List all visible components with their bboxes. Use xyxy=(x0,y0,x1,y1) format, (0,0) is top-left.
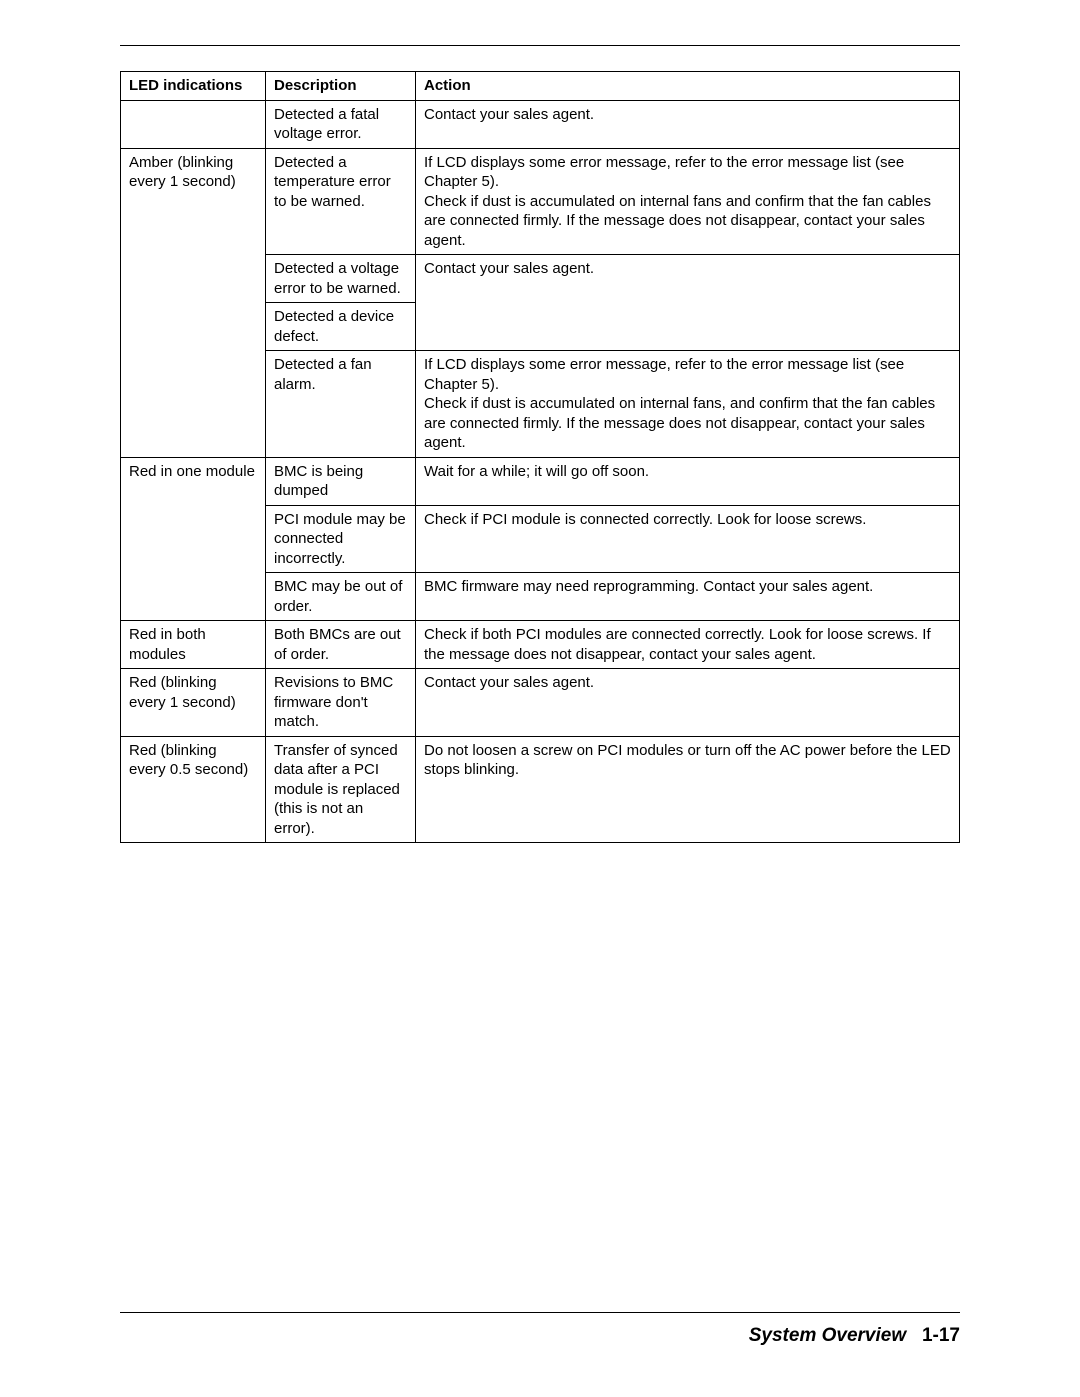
cell-led: Red (blinking every 0.5 second) xyxy=(121,736,266,843)
cell-action: Check if PCI module is connected correct… xyxy=(416,505,960,573)
cell-desc: Detected a fan alarm. xyxy=(266,351,416,458)
cell-action: If LCD displays some error message, refe… xyxy=(416,351,960,458)
table-header-row: LED indications Description Action xyxy=(121,72,960,101)
cell-led: Red in both modules xyxy=(121,621,266,669)
table-row: Red in one module BMC is being dumped Wa… xyxy=(121,457,960,505)
table-body: Detected a fatal voltage error. Contact … xyxy=(121,100,960,843)
table-row: Amber (blinking every 1 second) Detected… xyxy=(121,148,960,255)
cell-desc: Transfer of synced data after a PCI modu… xyxy=(266,736,416,843)
cell-led: Amber (blinking every 1 second) xyxy=(121,148,266,457)
cell-action: Do not loosen a screw on PCI modules or … xyxy=(416,736,960,843)
footer-text: System Overview 1-17 xyxy=(120,1325,960,1347)
cell-led xyxy=(121,100,266,148)
cell-desc: Both BMCs are out of order. xyxy=(266,621,416,669)
cell-action: If LCD displays some error message, refe… xyxy=(416,148,960,255)
led-indications-table: LED indications Description Action Detec… xyxy=(120,71,960,843)
cell-action: Check if both PCI modules are connected … xyxy=(416,621,960,669)
table-row: Red in both modules Both BMCs are out of… xyxy=(121,621,960,669)
bottom-horizontal-rule xyxy=(120,1312,960,1313)
cell-desc: BMC is being dumped xyxy=(266,457,416,505)
cell-action: BMC firmware may need reprogramming. Con… xyxy=(416,573,960,621)
cell-desc: BMC may be out of order. xyxy=(266,573,416,621)
cell-desc: PCI module may be connected incorrectly. xyxy=(266,505,416,573)
header-desc: Description xyxy=(266,72,416,101)
cell-desc: Detected a temperature error to be warne… xyxy=(266,148,416,255)
cell-led: Red in one module xyxy=(121,457,266,621)
table-row: Detected a fatal voltage error. Contact … xyxy=(121,100,960,148)
header-action: Action xyxy=(416,72,960,101)
cell-desc: Detected a voltage error to be warned. xyxy=(266,255,416,303)
table-row: Red (blinking every 0.5 second) Transfer… xyxy=(121,736,960,843)
cell-desc: Detected a device defect. xyxy=(266,303,416,351)
cell-led: Red (blinking every 1 second) xyxy=(121,669,266,737)
cell-action: Contact your sales agent. xyxy=(416,669,960,737)
top-horizontal-rule xyxy=(120,45,960,46)
cell-desc: Detected a fatal voltage error. xyxy=(266,100,416,148)
cell-action: Contact your sales agent. xyxy=(416,255,960,351)
page-footer: System Overview 1-17 xyxy=(120,1312,960,1347)
cell-action: Contact your sales agent. xyxy=(416,100,960,148)
cell-action: Wait for a while; it will go off soon. xyxy=(416,457,960,505)
cell-desc: Revisions to BMC firmware don't match. xyxy=(266,669,416,737)
table-row: Red (blinking every 1 second) Revisions … xyxy=(121,669,960,737)
header-led: LED indications xyxy=(121,72,266,101)
footer-title: System Overview xyxy=(749,1325,906,1346)
footer-page-number: 1-17 xyxy=(922,1325,960,1346)
